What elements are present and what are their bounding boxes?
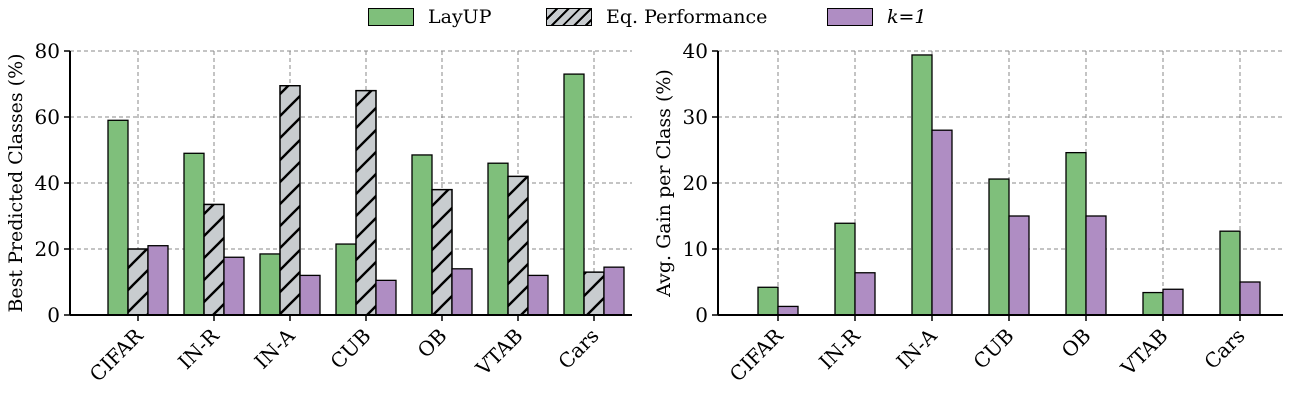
x-tick-label-in-r: IN-R (814, 323, 865, 374)
y-tick-label: 30 (683, 105, 708, 129)
bar-hatch-overlay (507, 175, 529, 316)
y-tick-label: 0 (695, 303, 708, 327)
y-tick-label: 60 (35, 105, 60, 129)
x-tick-label-in-a: IN-A (250, 323, 300, 373)
bar-hatch-overlay (203, 203, 225, 316)
bar-k-1-vtab (1162, 288, 1184, 316)
y-tick-label: 40 (35, 171, 60, 195)
chart-best-predicted-classes: 0 20 40 60 80 CIFAR IN-R IN-A CUB OB VTAB Cars Best … (5, 39, 632, 386)
x-tick-label-cars: Cars (1199, 324, 1249, 374)
legend-item-k1: k=1 (827, 5, 927, 29)
y-tick-label: 20 (683, 171, 708, 195)
bar-k-1-cifar (147, 245, 169, 316)
bar-k-1-in-r (854, 272, 876, 316)
x-tick-label-cub: CUB (968, 324, 1018, 374)
bar-layup-vtab (1142, 291, 1164, 316)
bar-layup-vtab (487, 162, 509, 316)
bar-hatch-overlay (279, 85, 301, 316)
bar-k-1-ob (451, 268, 473, 316)
x-tick-label-cub: CUB (325, 324, 375, 374)
x-tick-label-in-a: IN-A (892, 323, 942, 373)
bar-k-1-in-r (223, 256, 245, 316)
bar-layup-cars (563, 73, 585, 316)
bar-layup-cifar (757, 286, 779, 316)
bar-layup-cub (335, 243, 357, 316)
bar-hatch-overlay (431, 188, 453, 316)
y-axis-label-right: Avg. Gain per Class (%) (653, 69, 675, 298)
bar-k-1-cub (375, 279, 397, 316)
bar-k-1-cars (603, 266, 625, 316)
x-tick-label-vtab: VTAB (470, 324, 527, 381)
legend-item-eq-performance: Eq. Performance (546, 5, 767, 29)
bar-layup-cars (1219, 230, 1241, 316)
x-tick-label-cars: Cars (553, 324, 603, 374)
y-axis-label-left: Best Predicted Classes (%) (5, 53, 27, 312)
bar-layup-in-r (834, 222, 856, 316)
y-tick-label: 0 (47, 303, 60, 327)
legend-label-k1: k=1 (887, 6, 927, 28)
bar-layup-in-a (911, 54, 933, 316)
bar-hatch-overlay (127, 248, 149, 316)
bar-layup-in-a (259, 253, 281, 316)
bar-layup-cub (988, 178, 1010, 316)
x-tick-label-vtab: VTAB (1115, 324, 1172, 381)
x-tick-label-cifar: CIFAR (725, 323, 788, 386)
bar-k-1-in-a (931, 129, 953, 316)
x-tick-label-ob: OB (1057, 324, 1096, 363)
bar-layup-ob (411, 154, 433, 316)
bar-hatch-overlay (355, 89, 377, 316)
bar-layup-cifar (107, 119, 129, 316)
y-tick-label: 40 (683, 39, 708, 63)
x-tick-label-cifar: CIFAR (85, 323, 148, 386)
bar-k-1-cars (1239, 281, 1261, 316)
x-tick-label-in-r: IN-R (173, 323, 224, 374)
legend: LayUP Eq. Performance k=1 (0, 2, 1300, 32)
bar-k-1-in-a (299, 274, 321, 316)
bar-k-1-cifar (777, 305, 799, 316)
y-tick-label: 80 (35, 39, 60, 63)
legend-item-layup: LayUP (368, 5, 491, 29)
y-tick-label: 10 (683, 237, 708, 261)
legend-swatch-k1 (827, 8, 873, 26)
legend-swatch-layup (368, 8, 414, 26)
bar-k-1-cub (1008, 215, 1030, 316)
y-tick-label: 20 (35, 237, 60, 261)
legend-label-layup: LayUP (428, 6, 492, 28)
bar-k-1-ob (1085, 215, 1107, 316)
bar-layup-ob (1065, 151, 1087, 316)
x-tick-label-ob: OB (413, 324, 452, 363)
legend-swatch-eq-performance (546, 8, 592, 26)
legend-label-eq-performance: Eq. Performance (606, 6, 768, 28)
bar-layup-in-r (183, 152, 205, 316)
bar-k-1-vtab (527, 274, 549, 316)
bar-hatch-overlay (583, 271, 605, 316)
chart-avg-gain-per-class: 0 10 20 30 40 CIFAR IN-R IN-A CUB OB VTAB Cars Avg. … (653, 39, 1283, 386)
